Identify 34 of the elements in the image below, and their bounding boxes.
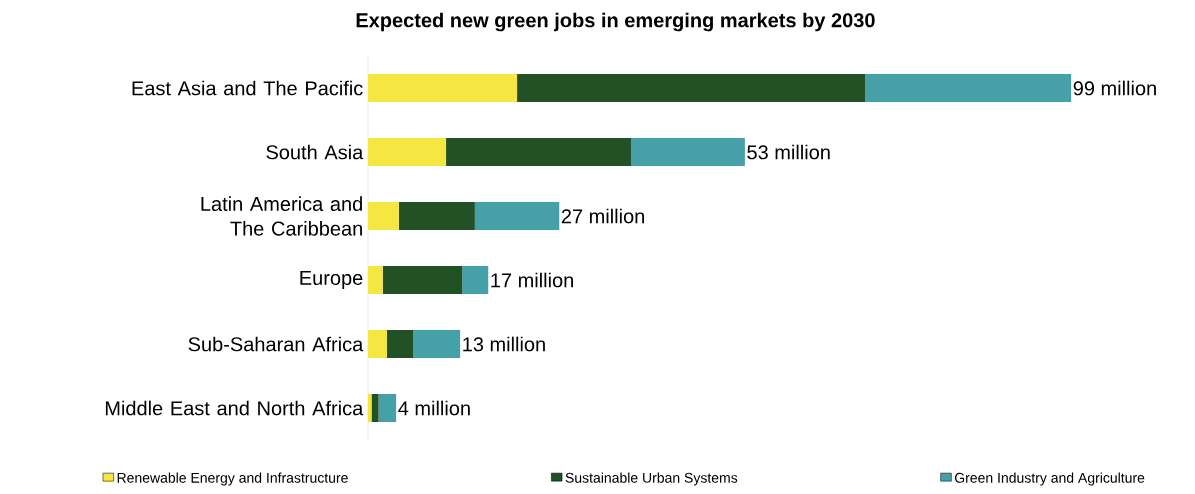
bar [378,394,397,422]
bar [517,74,866,103]
y-tick-label: Europe [300,271,363,289]
bar [386,330,413,359]
bar [368,330,387,359]
annotation: 4 million [398,400,470,416]
annotation: 99 million [1073,80,1156,96]
bar [865,74,1072,103]
bar [462,266,489,295]
bar [368,266,383,295]
bar [398,202,475,231]
bar [368,394,372,422]
legend-label: Sustainable Urban Systems [565,472,738,486]
bar [368,202,399,231]
annotation: 53 million [747,144,830,160]
bar [474,202,560,231]
bar [630,138,745,167]
legend-label: Renewable Energy and Infrastructure [117,472,348,486]
bar [371,394,379,422]
annotation: 17 million [491,272,573,288]
legend-label: Green Industry and Agriculture [954,472,1145,486]
y-tick-label: East Asia and The Pacific [132,80,363,96]
y-tick-label: Middle East and North Africa [105,400,364,416]
y-tick-label: Sub-Saharan Africa [188,336,364,352]
bar [368,138,447,167]
y-tick-label: South Asia [266,144,364,160]
y-tick-label: Latin America and The Caribbean [201,196,362,236]
bar [382,266,463,295]
bar [368,74,518,103]
annotation: 13 million [463,336,545,352]
bar [413,330,461,359]
annotation: 27 million [561,208,645,224]
chart-title: Expected new green jobs in emerging markets by 2030 [356,12,875,32]
bar [446,138,631,167]
